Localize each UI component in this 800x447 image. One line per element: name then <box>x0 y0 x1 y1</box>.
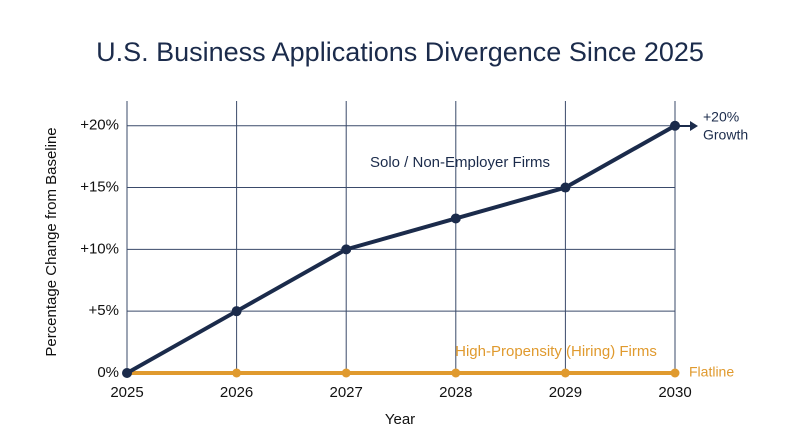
end-label: +20% <box>703 109 739 125</box>
growth-arrowhead <box>690 121 698 131</box>
data-point <box>670 120 680 131</box>
series-label: High-Propensity (Hiring) Firms <box>455 343 657 360</box>
data-point <box>560 368 570 378</box>
series-label: Solo / Non-Employer Firms <box>370 154 550 171</box>
y-tick-label: +5% <box>89 302 119 319</box>
data-point <box>122 368 132 378</box>
x-tick-label: 2029 <box>549 384 582 401</box>
data-point <box>341 244 352 255</box>
x-tick-label: 2025 <box>110 384 143 401</box>
data-point <box>451 368 461 378</box>
series-line <box>126 123 676 375</box>
chart-title: U.S. Business Applications Divergence Si… <box>96 37 704 67</box>
data-point <box>450 213 461 224</box>
x-tick-label: 2030 <box>658 384 691 401</box>
y-tick-label: 0% <box>97 364 119 381</box>
x-tick-label: 2028 <box>439 384 472 401</box>
x-tick-label: 2027 <box>330 384 363 401</box>
x-tick-label: 2026 <box>220 384 253 401</box>
y-tick-label: +10% <box>80 240 119 257</box>
y-tick-label: +20% <box>80 117 119 134</box>
data-point <box>232 368 242 378</box>
end-label: Growth <box>703 127 748 143</box>
data-point <box>231 306 242 317</box>
data-point <box>341 368 351 378</box>
y-tick-label: +15% <box>80 179 119 196</box>
x-axis-label: Year <box>385 411 415 428</box>
end-label: Flatline <box>689 364 734 380</box>
y-axis-label: Percentage Change from Baseline <box>43 127 60 356</box>
data-point <box>560 182 571 193</box>
data-point <box>670 368 680 378</box>
